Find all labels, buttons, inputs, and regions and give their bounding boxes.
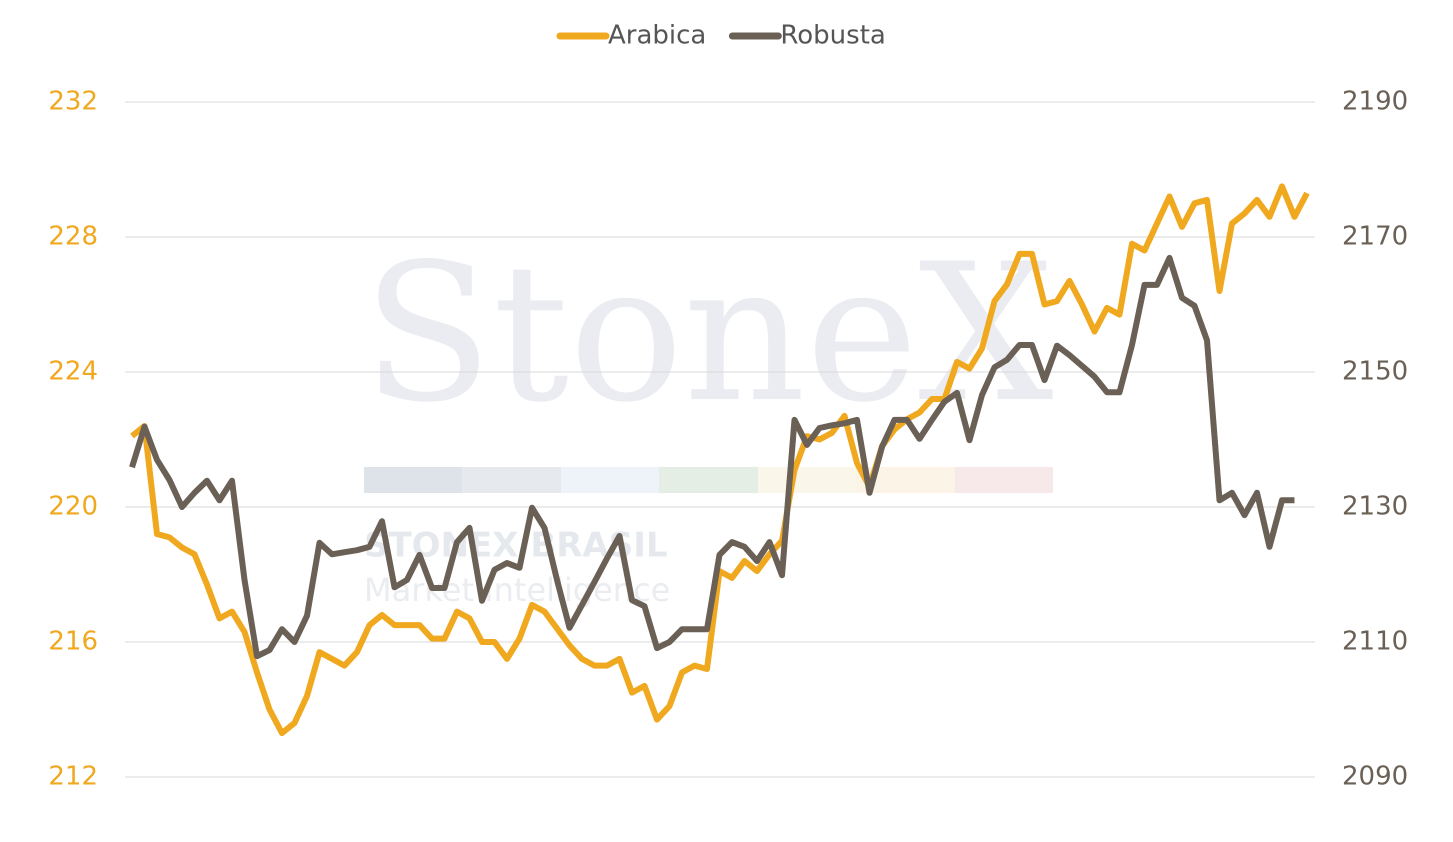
watermark: StoneX STONEX BRASIL Market Intelligence <box>363 223 1054 609</box>
y-tick-label: 220 <box>48 492 98 522</box>
watermark-logo: StoneX <box>363 223 1054 444</box>
watermark-bar <box>462 467 561 493</box>
watermark-bar <box>561 467 659 493</box>
y2-tick-label: 2150 <box>1342 357 1408 387</box>
legend-label: Robusta <box>780 21 885 51</box>
y-tick-label: 212 <box>48 762 98 792</box>
line-series <box>129 254 1295 660</box>
y-tick-label: 216 <box>48 627 98 657</box>
y2-tick-label: 2190 <box>1342 87 1408 117</box>
watermark-bar <box>364 467 462 493</box>
y-tick-label: 228 <box>48 222 98 252</box>
y2-tick-label: 2170 <box>1342 222 1408 252</box>
watermark-bar <box>758 467 856 493</box>
legend-label: Arabica <box>608 21 706 51</box>
watermark-tagline: Market Intelligence <box>364 571 670 609</box>
y-tick-label: 224 <box>48 357 98 387</box>
y2-tick-label: 2130 <box>1342 492 1408 522</box>
watermark-bar <box>659 467 758 493</box>
watermark-bar <box>955 467 1053 493</box>
y2-tick-label: 2110 <box>1342 627 1408 657</box>
y-tick-label: 232 <box>48 87 98 117</box>
y2-tick-label: 2090 <box>1342 762 1408 792</box>
